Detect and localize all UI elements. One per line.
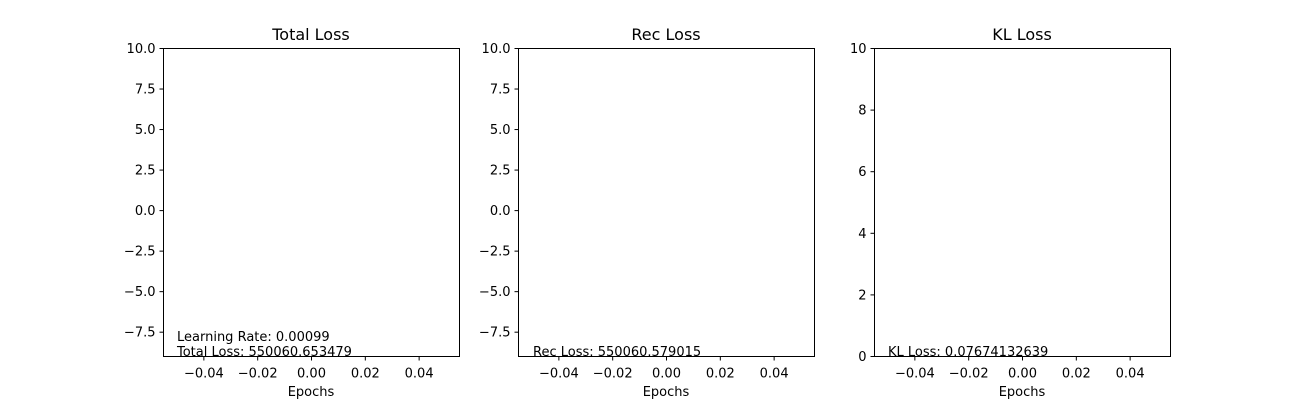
panel-kl-loss: KL Loss 10 8 6 4 2 0 −0.04 −0.02 0.00 0.02 0.04 K… (850, 25, 1171, 400)
x-tick-label: −0.02 (949, 367, 989, 382)
y-tick-label: 2.5 (490, 164, 511, 179)
y-tick-label: 5.0 (135, 123, 156, 138)
y-tick-label: −2.5 (124, 245, 156, 260)
total-loss-annotation: Total Loss: 550060.653479 (176, 345, 352, 360)
y-tick-label: −5.0 (479, 285, 511, 300)
x-tick-label: 0.02 (1062, 367, 1091, 382)
x-axis-label: Epochs (288, 385, 335, 400)
y-tick-label: 4 (858, 227, 866, 242)
y-ticks: 10.0 7.5 5.0 2.5 0.0 −2.5 −5.0 −7.5 (479, 42, 519, 341)
panel-total-loss: Total Loss 10.07.55.02.50.0−2.5−5.0−7.5 … (124, 25, 460, 400)
y-tick-label: −7.5 (124, 326, 156, 341)
x-tick-label: 0.04 (760, 367, 789, 382)
plot-area (163, 48, 460, 357)
y-tick-label: −2.5 (479, 245, 511, 260)
x-tick-label: 0.04 (1116, 367, 1145, 382)
x-axis-label: Epochs (643, 385, 690, 400)
x-tick-label: 0.00 (1008, 367, 1037, 382)
x-tick-label: 0.04 (405, 367, 434, 382)
x-ticks: −0.04 −0.02 0.00 0.02 0.04 (539, 356, 789, 382)
x-tick-label: −0.04 (539, 367, 579, 382)
y-tick-label: 2 (858, 288, 866, 303)
y-tick-label: 6 (858, 165, 866, 180)
y-tick-label: 0.0 (490, 204, 511, 219)
x-tick-label: 0.02 (351, 367, 380, 382)
y-tick-label: 0.0 (135, 204, 156, 219)
x-tick-label: −0.02 (238, 367, 278, 382)
panel-rec-loss: Rec Loss 10.0 7.5 5.0 2.5 0.0 −2.5 −5.0 −7.5 −0… (479, 25, 815, 400)
y-tick-label: 10 (850, 42, 867, 57)
x-tick-label: −0.04 (184, 367, 224, 382)
y-tick-label: 10.0 (127, 42, 156, 57)
y-tick-label: −5.0 (124, 285, 156, 300)
y-tick-label: 8 (858, 104, 866, 119)
y-tick-label: 2.5 (135, 164, 156, 179)
plot-area (518, 48, 815, 357)
panel-title: KL Loss (992, 25, 1052, 44)
y-tick-label: 7.5 (490, 83, 511, 98)
x-ticks: −0.04 −0.02 0.00 0.02 0.04 (895, 356, 1145, 382)
rec-loss-annotation: Rec Loss: 550060.579015 (533, 345, 701, 360)
y-tick-label: 10.0 (482, 42, 511, 57)
x-tick-label: 0.02 (706, 367, 735, 382)
panel-title: Total Loss (271, 25, 350, 44)
x-tick-label: 0.00 (297, 367, 326, 382)
y-tick-label: −7.5 (479, 326, 511, 341)
x-ticks: −0.04 −0.02 0.00 0.02 0.04 (184, 356, 434, 382)
y-tick-label: 0 (858, 350, 866, 365)
y-ticks: 10.0 7.5 5.0 2.5 0.0 −2.5 −5.0 −7.5 (124, 42, 164, 341)
kl-loss-annotation: KL Loss: 0.07674132639 (888, 345, 1048, 360)
x-tick-label: −0.02 (593, 367, 633, 382)
x-tick-label: 0.00 (652, 367, 681, 382)
y-tick-label: 5.0 (490, 123, 511, 138)
x-axis-label: Epochs (999, 385, 1046, 400)
learning-rate-annotation: Learning Rate: 0.00099 (177, 330, 330, 345)
plot-area (874, 48, 1171, 357)
x-tick-label: −0.04 (895, 367, 935, 382)
y-tick-label: 7.5 (135, 83, 156, 98)
y-ticks: 10 8 6 4 2 0 (850, 42, 875, 365)
panel-title: Rec Loss (631, 25, 700, 44)
